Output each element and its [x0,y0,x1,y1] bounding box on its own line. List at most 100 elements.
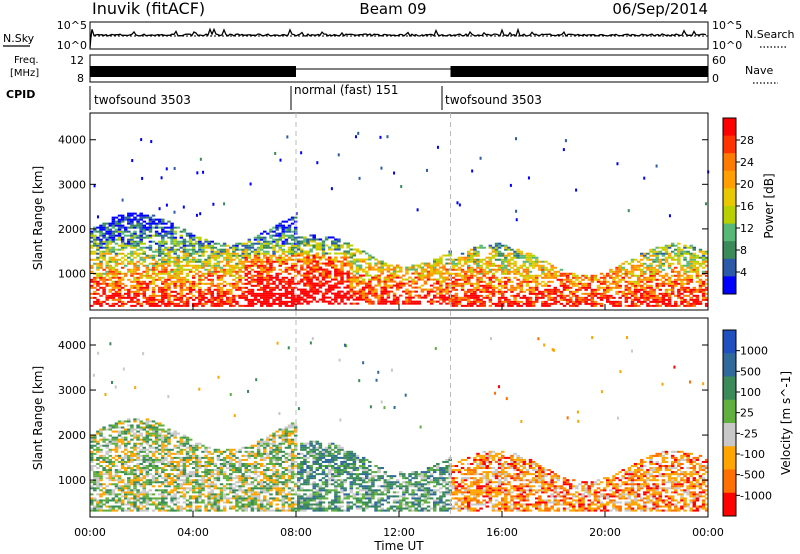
power-y-axis-label: Slant Range [km] [31,166,45,270]
data-cell [701,250,706,253]
data-cell [534,292,539,295]
data-cell [479,268,483,271]
data-cell [303,256,307,259]
data-cell [142,448,147,451]
data-cell [426,272,431,275]
data-cell [358,264,363,267]
data-cell [368,254,372,257]
data-cell [142,250,147,253]
data-cell [306,256,310,259]
data-cell [139,224,143,227]
data-cell [161,467,165,470]
data-cell [238,254,242,257]
data-cell [643,176,646,180]
data-cell [179,290,184,293]
data-cell [677,292,681,295]
data-cell [133,485,137,488]
data-cell [470,268,474,271]
data-cell [161,266,165,269]
data-cell [210,302,214,305]
data-cell [683,258,687,261]
data-cell [670,274,675,277]
data-cell [667,296,672,299]
data-cell [599,280,604,283]
data-cell [640,272,644,275]
data-cell [139,471,143,474]
data-cell [154,477,159,480]
data-cell [272,238,276,241]
freq-left-tick-top: 12 [70,54,84,67]
data-cell [640,274,644,277]
data-cell [473,268,477,271]
data-cell [263,294,267,297]
data-cell [136,491,140,494]
noise-right-tick-top: 10^5 [712,19,742,32]
data-cell [318,248,323,251]
data-cell [643,288,647,291]
data-cell [114,473,119,476]
data-cell [643,294,647,297]
data-cell [102,278,106,281]
data-cell [371,294,375,297]
data-cell [157,493,162,496]
data-cell [114,228,119,231]
data-cell [553,274,557,277]
data-cell [225,244,230,247]
data-cell [584,282,588,285]
data-cell [578,288,582,291]
data-cell [522,280,527,283]
data-cell [229,300,233,303]
data-cell [188,286,193,289]
data-cell [293,252,298,255]
data-cell [201,246,205,249]
data-cell [655,246,659,249]
data-cell [259,280,264,283]
data-cell [130,300,134,303]
data-cell [259,292,264,295]
data-cell [130,260,134,263]
data-cell [259,266,264,269]
data-cell [683,290,687,293]
data-cell [123,452,128,455]
data-cell [133,232,137,235]
data-cell [139,420,143,423]
data-cell [331,260,335,263]
data-cell [331,264,335,267]
data-cell [587,286,591,289]
data-cell [352,280,357,283]
data-cell [148,282,153,285]
data-cell [102,458,106,461]
data-cell [568,272,573,275]
data-cell [188,444,193,447]
data-cell [148,218,153,221]
data-cell [426,278,431,281]
data-cell [541,302,545,305]
data-cell [293,264,298,267]
data-cell [670,244,675,247]
data-cell [519,280,523,283]
data-cell [361,250,366,253]
data-cell [99,250,103,253]
data-cell [117,238,122,241]
data-cell [544,290,548,293]
data-cell [161,503,165,506]
data-cell [426,288,431,291]
data-cell [90,456,94,459]
data-cell [130,252,134,255]
data-cell [365,270,369,273]
data-cell [151,497,156,500]
data-cell [117,505,122,508]
data-cell [139,501,143,504]
data-cell [392,270,397,273]
data-cell [188,462,193,465]
data-cell [114,234,119,237]
data-cell [96,264,100,267]
data-cell [300,240,304,243]
data-cell [386,300,391,303]
data-cell [263,276,267,279]
data-cell [281,228,286,231]
data-cell [133,436,137,439]
data-cell [102,236,106,239]
data-cell [151,304,156,307]
